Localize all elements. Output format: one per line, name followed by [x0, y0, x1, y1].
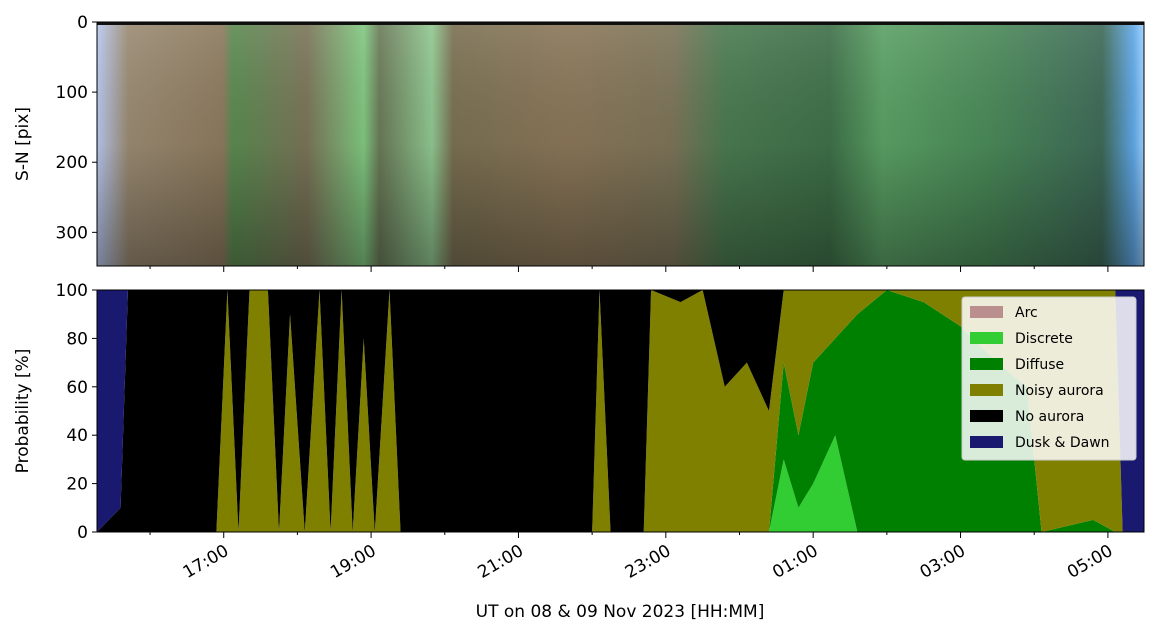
y-axis-label: Probability [%]: [13, 349, 33, 474]
legend-swatch: [970, 436, 1003, 448]
y-tick-label: 80: [66, 329, 88, 349]
legend-label: No aurora: [1015, 409, 1084, 425]
y-tick-label: 200: [56, 153, 88, 173]
area: [97, 290, 1144, 532]
legend-label: Discrete: [1015, 331, 1073, 347]
legend-swatch: [970, 332, 1003, 344]
x-tick-label: 19:00: [327, 541, 379, 583]
x-tick-label: 21:00: [475, 541, 527, 583]
x-tick-label: 17:00: [180, 541, 232, 583]
y-tick-label: 100: [56, 281, 88, 301]
legend-box: [961, 296, 1137, 461]
x-tick-label: 01:00: [769, 541, 821, 583]
x-tick-label: 05:00: [1064, 541, 1116, 583]
probability-panel: Probability [%] UT on 08 & 09 Nov 2023 […: [13, 281, 1145, 622]
area: [97, 290, 1144, 532]
legend-swatch: [970, 410, 1003, 422]
y-tick-label: 0: [77, 13, 88, 33]
areas: [97, 290, 1144, 532]
x-tick-label: 23:00: [622, 541, 674, 583]
y-tick-label: 0: [77, 523, 88, 543]
legend-label: Noisy aurora: [1015, 383, 1104, 399]
keogram-edge: [97, 22, 1144, 25]
x-axis-label: UT on 08 & 09 Nov 2023 [HH:MM]: [476, 602, 765, 622]
legend-label: Arc: [1015, 305, 1038, 321]
legend-swatch: [970, 358, 1003, 370]
y-tick-label: 100: [56, 83, 88, 103]
y-axis-label: S-N [pix]: [13, 107, 33, 181]
y-tick-label: 20: [66, 475, 88, 495]
keogram-panel: S-N [pix] 0 100 200 300: [13, 13, 1145, 272]
legend: Arc Discrete Diffuse Noisy aurora No aurora D…: [961, 296, 1137, 461]
legend-label: Dusk & Dawn: [1015, 435, 1110, 451]
legend-swatch: [970, 306, 1003, 318]
area: [97, 290, 1144, 532]
y-tick-label: 40: [66, 426, 88, 446]
y-tick-label: 300: [56, 223, 88, 243]
legend-swatch: [970, 384, 1003, 396]
y-tick-label: 60: [66, 378, 88, 398]
legend-label: Diffuse: [1015, 357, 1064, 373]
axes-frame: [96, 21, 1145, 267]
x-tick-label: 03:00: [917, 541, 969, 583]
keogram-shading: [97, 22, 1144, 266]
axes-frame: [96, 289, 1145, 533]
